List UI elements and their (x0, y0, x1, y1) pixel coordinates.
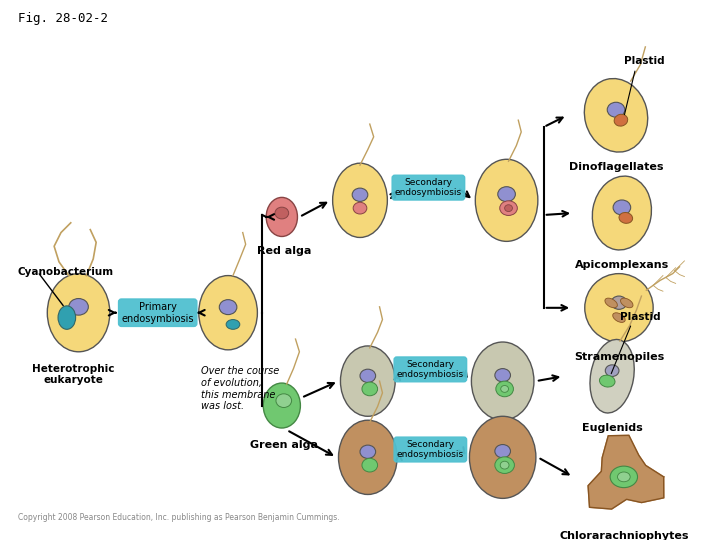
Ellipse shape (199, 275, 257, 350)
Text: Heterotrophic
eukaryote: Heterotrophic eukaryote (32, 363, 115, 385)
Ellipse shape (500, 386, 508, 393)
Ellipse shape (276, 394, 292, 408)
Ellipse shape (500, 461, 509, 469)
Ellipse shape (48, 274, 110, 352)
Text: Red alga: Red alga (256, 246, 311, 256)
Ellipse shape (621, 298, 633, 308)
Ellipse shape (338, 420, 397, 495)
Text: Green alga: Green alga (250, 440, 318, 450)
Ellipse shape (475, 159, 538, 241)
Ellipse shape (362, 382, 377, 396)
Ellipse shape (352, 188, 368, 201)
Ellipse shape (472, 342, 534, 420)
Text: Copyright 2008 Pearson Education, Inc. publishing as Pearson Benjamin Cummings.: Copyright 2008 Pearson Education, Inc. p… (18, 513, 340, 522)
Text: Primary
endosymbiosis: Primary endosymbiosis (122, 302, 194, 323)
Text: Plastid: Plastid (620, 312, 660, 321)
Ellipse shape (607, 102, 625, 117)
Text: Euglenids: Euglenids (582, 423, 642, 433)
Ellipse shape (593, 176, 652, 250)
Ellipse shape (333, 163, 387, 238)
Text: Secondary
endosymbiosis: Secondary endosymbiosis (395, 178, 462, 197)
Text: Stramenopiles: Stramenopiles (574, 352, 664, 362)
Ellipse shape (275, 207, 289, 219)
Text: Over the course
of evolution,
this membrane
was lost.: Over the course of evolution, this membr… (201, 367, 279, 411)
Ellipse shape (226, 320, 240, 329)
Ellipse shape (341, 346, 395, 416)
Ellipse shape (600, 375, 615, 387)
Text: Plastid: Plastid (624, 57, 665, 66)
Ellipse shape (585, 78, 648, 152)
Ellipse shape (353, 202, 367, 214)
Ellipse shape (500, 201, 518, 215)
Ellipse shape (590, 340, 634, 413)
Ellipse shape (613, 200, 631, 215)
Ellipse shape (611, 296, 627, 309)
Ellipse shape (605, 298, 617, 308)
Ellipse shape (585, 274, 653, 342)
Ellipse shape (362, 458, 377, 472)
Ellipse shape (220, 300, 237, 315)
Ellipse shape (495, 369, 510, 382)
Text: Fig. 28-02-2: Fig. 28-02-2 (18, 12, 108, 25)
Ellipse shape (360, 445, 376, 458)
Ellipse shape (58, 306, 76, 329)
Polygon shape (588, 435, 664, 509)
Ellipse shape (495, 457, 514, 474)
Ellipse shape (610, 466, 637, 488)
Ellipse shape (613, 313, 625, 322)
Text: Apicomplexans: Apicomplexans (575, 260, 669, 270)
Text: Secondary
endosymbiosis: Secondary endosymbiosis (397, 440, 464, 459)
Ellipse shape (618, 472, 630, 482)
Ellipse shape (614, 114, 628, 126)
Ellipse shape (69, 299, 89, 315)
Text: Dinoflagellates: Dinoflagellates (569, 162, 663, 172)
Ellipse shape (266, 198, 297, 237)
Text: Cyanobacterium: Cyanobacterium (18, 267, 114, 276)
Ellipse shape (469, 416, 536, 498)
Ellipse shape (619, 213, 633, 224)
Text: Secondary
endosymbiosis: Secondary endosymbiosis (397, 360, 464, 379)
Ellipse shape (498, 187, 516, 201)
Ellipse shape (264, 383, 300, 428)
Ellipse shape (606, 365, 619, 376)
Ellipse shape (505, 205, 513, 212)
Ellipse shape (360, 369, 376, 382)
Text: Chlorarachniophytes: Chlorarachniophytes (559, 531, 688, 540)
Ellipse shape (495, 444, 510, 458)
Ellipse shape (496, 381, 513, 397)
